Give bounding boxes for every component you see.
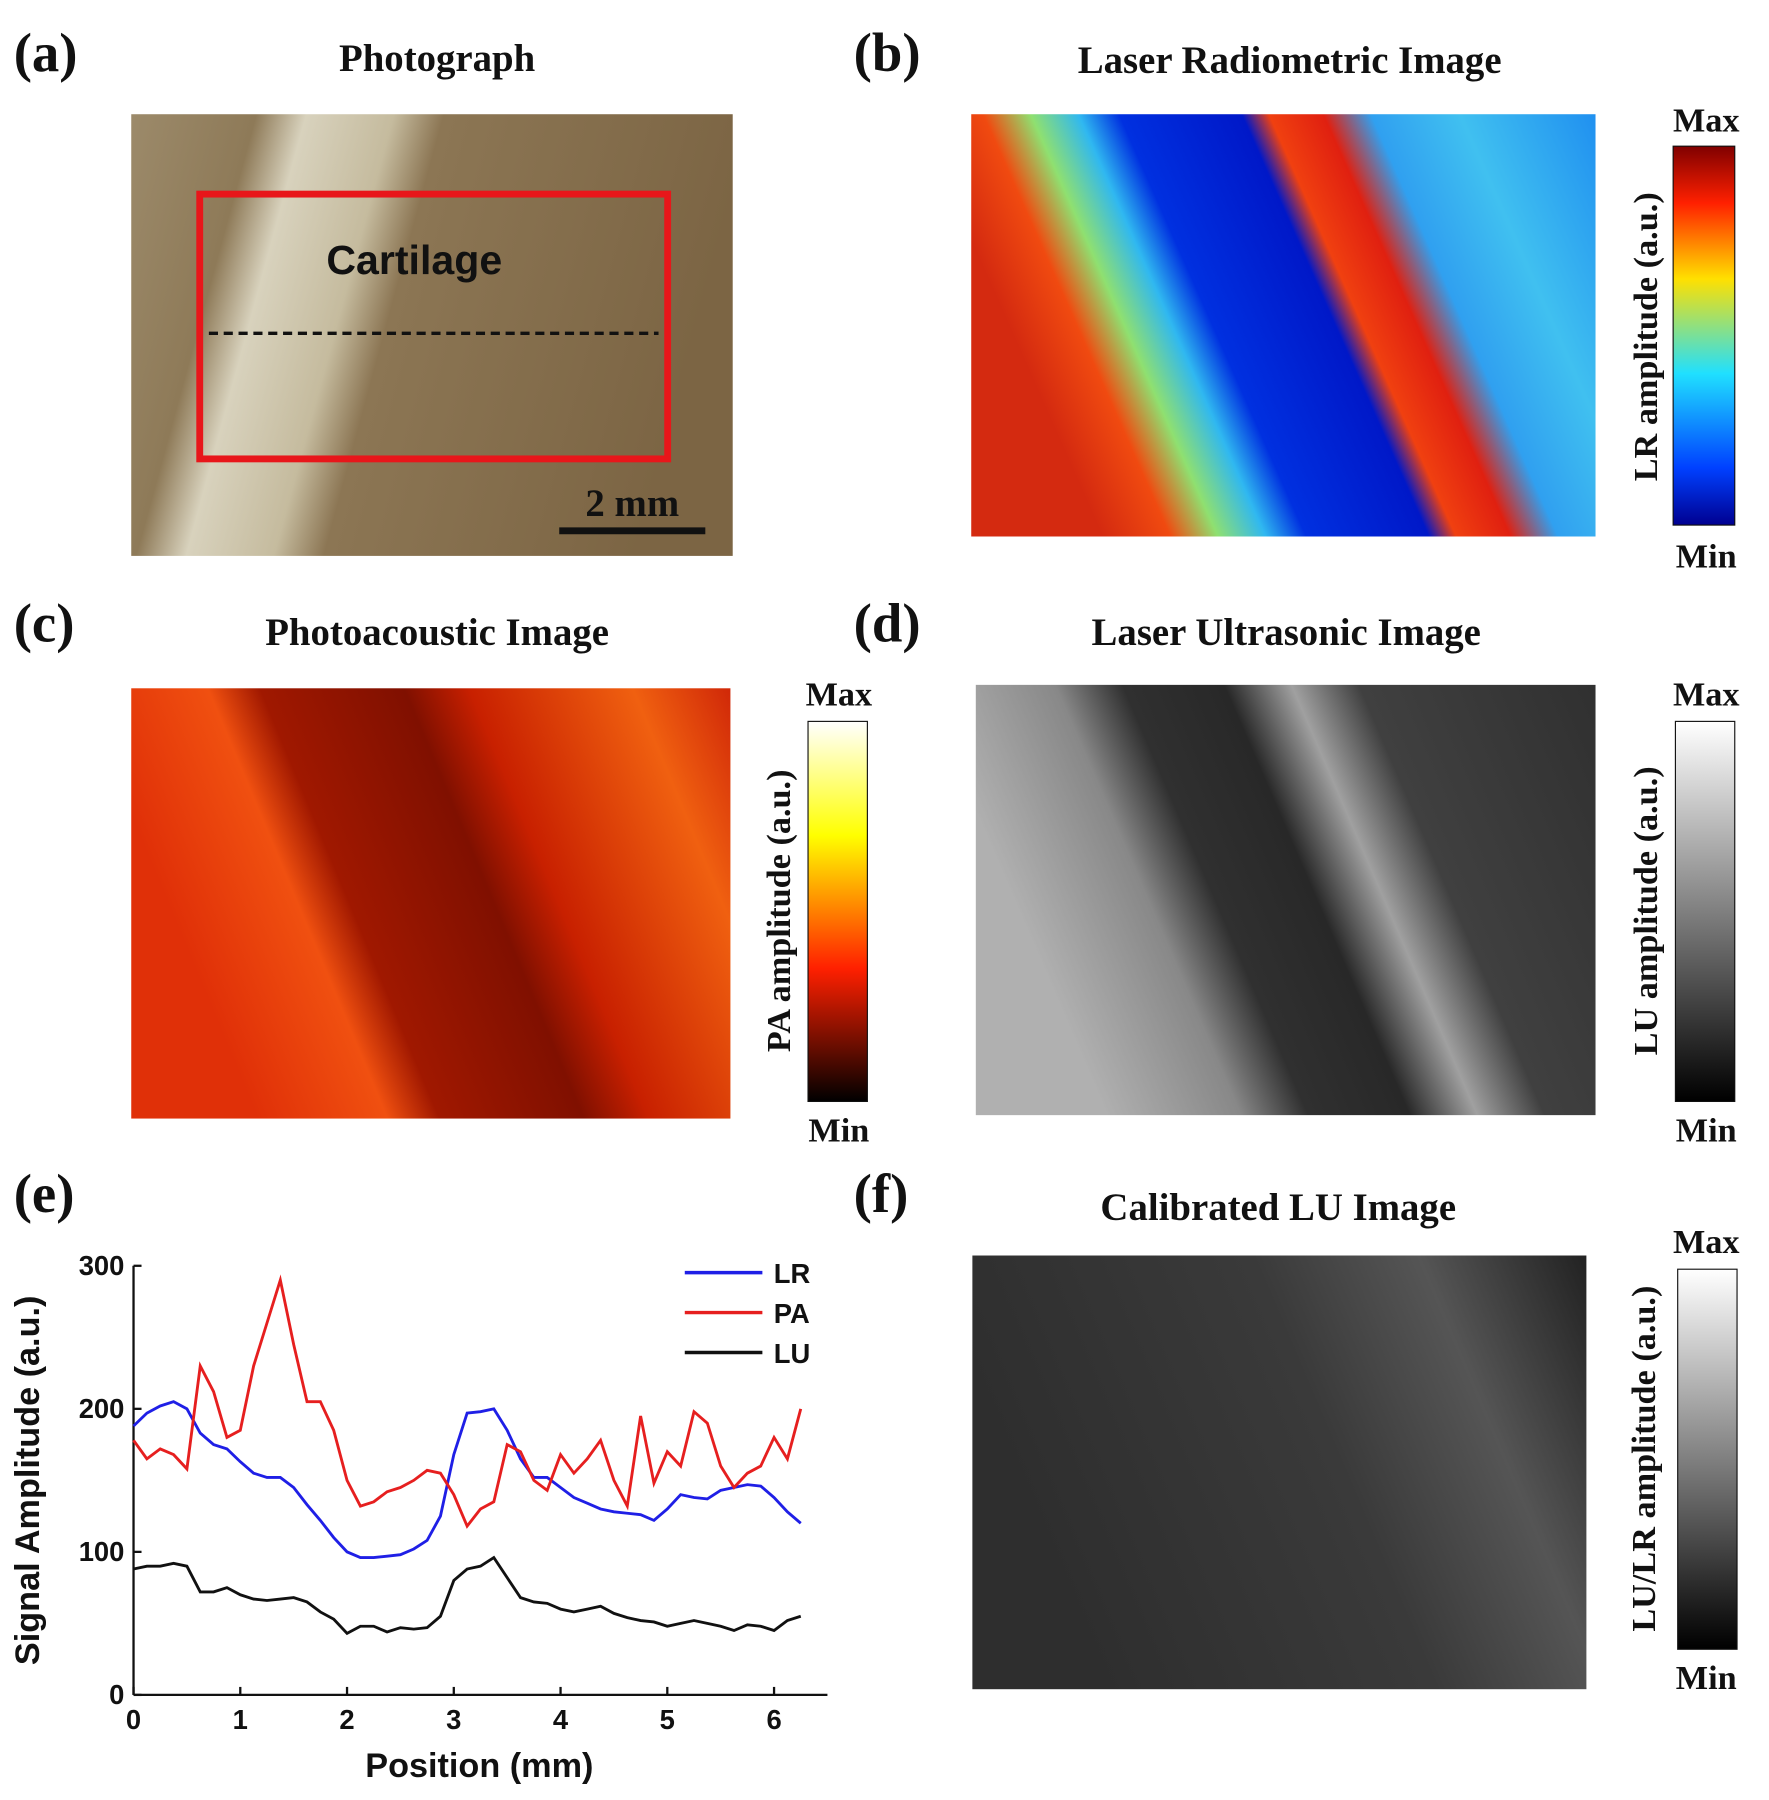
panel-label: (c) (14, 592, 75, 653)
x-tick-label: 2 (339, 1704, 354, 1735)
roi-box (196, 190, 672, 463)
colorbar-label: LU amplitude (a.u.) (1627, 766, 1665, 1055)
colorbar-max: Max (806, 675, 873, 713)
series-line (132, 1400, 802, 1560)
lr-image (971, 114, 1596, 537)
legend-label: PA (774, 1298, 810, 1329)
panel-label: (d) (854, 592, 921, 653)
colorbar-max: Max (1673, 101, 1740, 139)
legend-label: LU (774, 1338, 810, 1369)
colorbar-max: Max (1673, 1223, 1740, 1261)
x-tick-label: 0 (126, 1704, 141, 1735)
colorbar (1677, 1268, 1738, 1650)
lu-image (975, 684, 1596, 1116)
colorbar-min: Min (1676, 1111, 1737, 1149)
annotation: Cartilage (326, 237, 502, 283)
y-tick-label: 200 (79, 1393, 125, 1424)
panel-title: Photograph (339, 37, 535, 80)
legend-label: LR (774, 1258, 811, 1289)
panel-label: (f) (854, 1163, 909, 1224)
y-tick-label: 300 (79, 1250, 125, 1281)
colorbar-label: LR amplitude (a.u.) (1627, 192, 1665, 481)
panel-title: Photoacoustic Image (265, 611, 609, 654)
colorbar-label: PA amplitude (a.u.) (760, 770, 798, 1053)
colorbar (1672, 145, 1736, 526)
panel-label: (a) (14, 22, 78, 83)
y-axis-title: Signal Amplitude (a.u.) (9, 1296, 47, 1665)
series-line (132, 1274, 803, 1529)
x-tick-label: 3 (446, 1704, 461, 1735)
panel-title: Laser Radiometric Image (1078, 39, 1502, 82)
x-tick-label: 4 (553, 1704, 569, 1735)
series-line (133, 1555, 802, 1636)
colorbar (807, 720, 868, 1103)
scale-label: 2 mm (585, 482, 679, 525)
panel-title: Laser Ultrasonic Image (1092, 611, 1481, 654)
colorbar-min: Min (808, 1111, 869, 1149)
panel-label: (e) (14, 1163, 75, 1224)
colorbar-label: LU/LR amplitude (a.u.) (1625, 1286, 1663, 1632)
panel-label: (b) (854, 22, 921, 83)
x-tick-label: 6 (766, 1704, 781, 1735)
panel-title: Calibrated LU Image (1100, 1186, 1456, 1229)
y-tick-label: 100 (79, 1536, 125, 1567)
x-tick-label: 5 (660, 1704, 675, 1735)
pa-image (131, 688, 731, 1119)
colorbar-min: Min (1676, 1659, 1737, 1697)
x-tick-label: 1 (233, 1704, 248, 1735)
colorbar-max: Max (1673, 675, 1740, 713)
colorbar-min: Min (1676, 537, 1737, 575)
calibrated-image (972, 1255, 1587, 1690)
colorbar (1674, 720, 1736, 1103)
y-tick-label: 0 (109, 1679, 124, 1710)
x-axis-title: Position (mm) (365, 1747, 593, 1785)
